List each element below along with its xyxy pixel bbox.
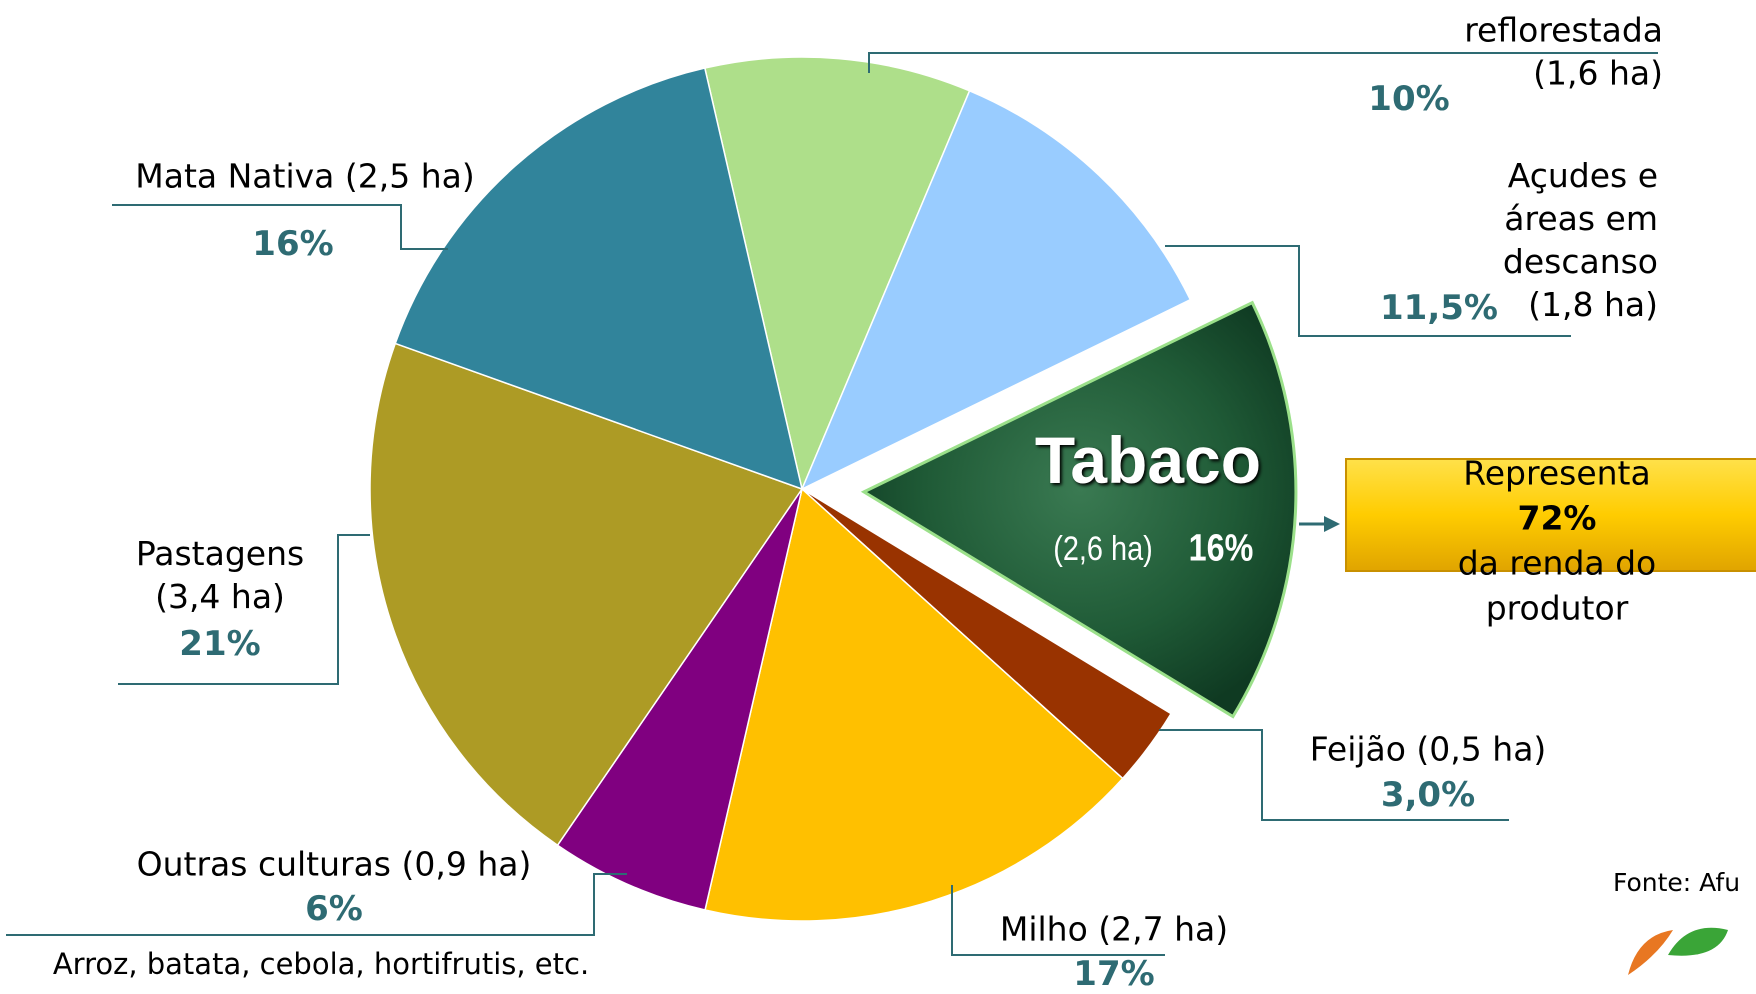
category-label: Pastagens (3,4 ha) (136, 533, 304, 619)
source: Fonte: Afu (1613, 867, 1740, 900)
category-label: Tabaco (1035, 418, 1261, 504)
callout-text: Representa 72% da renda do produtor (1458, 451, 1657, 631)
category-label: Milho (2,7 ha) (1000, 909, 1228, 952)
category-label: Outras culturas (0,9 ha) (137, 844, 532, 887)
logo (1668, 928, 1728, 956)
value-label: 21% (179, 624, 260, 664)
category-label: Açudes e áreas em descanso (1,8 ha) (1503, 155, 1658, 327)
logo (1628, 930, 1673, 975)
value-label: 16% (252, 224, 333, 264)
category-label: Mata reflorestada (1,6 ha) (1464, 0, 1663, 95)
value-label: 6% (305, 889, 363, 929)
callout-text-part: da renda do produtor (1458, 543, 1657, 627)
category-label: Mata Nativa (2,5 ha) (135, 156, 474, 199)
value-label: 11,5% (1380, 288, 1498, 328)
value-label: 10% (1368, 79, 1449, 119)
page: Representa 72% da renda do produtor Arro… (0, 0, 1756, 992)
footnote: Arroz, batata, cebola, hortifrutis, etc. (53, 946, 589, 984)
arrow-head (1324, 516, 1340, 532)
callout-bold: 72% (1518, 498, 1597, 537)
category-label: Feijão (0,5 ha) (1310, 729, 1547, 772)
value-label: 3,0% (1381, 775, 1475, 815)
callout-text-part: Representa (1463, 453, 1650, 492)
value-label: 17% (1073, 954, 1154, 994)
value-label: 16% (1189, 528, 1254, 571)
tabaco-area: (2,6 ha) (1053, 527, 1153, 571)
